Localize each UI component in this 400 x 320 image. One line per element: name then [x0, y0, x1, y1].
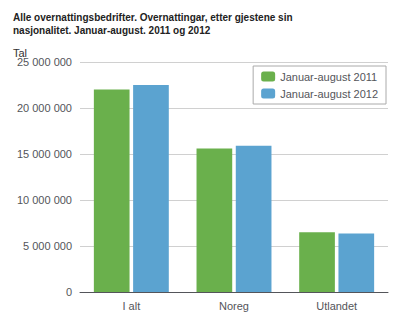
svg-text:Januar-august 2012: Januar-august 2012	[280, 88, 378, 100]
svg-text:I alt: I alt	[122, 300, 140, 312]
svg-text:20 000 000: 20 000 000	[17, 102, 72, 114]
svg-text:25 000 000: 25 000 000	[16, 56, 72, 68]
svg-text:0: 0	[66, 286, 72, 298]
svg-text:Utlandet: Utlandet	[316, 300, 357, 312]
svg-text:Januar-august 2011: Januar-august 2011	[280, 71, 377, 83]
svg-text:5 000 000: 5 000 000	[23, 240, 72, 252]
svg-text:10 000 000: 10 000 000	[17, 194, 72, 206]
svg-text:Alle overnattingsbedrifter. Ov: Alle overnattingsbedrifter. Overnattinga…	[13, 12, 293, 23]
svg-text:Noreg: Noreg	[219, 300, 249, 312]
svg-text:15 000 000: 15 000 000	[17, 148, 72, 160]
svg-text:Tal: Tal	[13, 47, 27, 59]
svg-text:nasjonalitet. Januar-august. 2: nasjonalitet. Januar-august. 2011 og 201…	[13, 25, 211, 36]
